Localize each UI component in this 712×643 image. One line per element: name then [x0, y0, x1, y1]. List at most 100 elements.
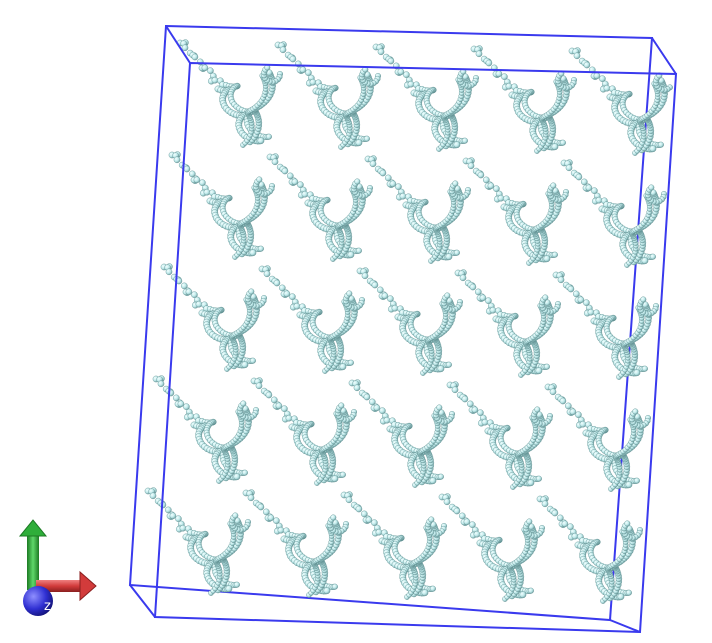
atom	[557, 276, 565, 284]
atom	[346, 290, 353, 297]
atom	[542, 294, 549, 301]
atom	[603, 84, 611, 92]
atom	[526, 518, 533, 525]
atom	[485, 59, 493, 67]
atom	[361, 272, 369, 280]
atom	[617, 593, 625, 601]
molecule	[258, 265, 366, 374]
atom	[461, 395, 469, 403]
molecule-lattice	[144, 39, 673, 604]
atom	[179, 524, 187, 532]
atom	[461, 137, 468, 144]
atom	[248, 288, 255, 295]
atom	[495, 70, 503, 78]
atom	[203, 188, 211, 196]
atom	[247, 494, 255, 502]
atom	[195, 300, 203, 308]
atom	[477, 171, 485, 179]
atom	[391, 304, 399, 312]
atom	[339, 363, 347, 371]
atom	[377, 48, 385, 56]
atom	[207, 67, 214, 74]
atom	[559, 397, 567, 405]
atom	[265, 133, 272, 140]
atom	[534, 406, 541, 413]
atom	[407, 80, 415, 88]
atom	[551, 143, 559, 151]
atom	[473, 530, 481, 538]
atom	[193, 176, 201, 184]
atom	[641, 257, 649, 265]
atom	[583, 61, 591, 69]
atom	[399, 192, 407, 200]
atom	[565, 164, 573, 172]
molecule	[348, 379, 456, 488]
molecule	[454, 269, 562, 378]
atom	[169, 512, 177, 520]
atom	[599, 75, 606, 82]
atom	[369, 160, 377, 168]
atom	[579, 420, 587, 428]
atom	[551, 509, 559, 517]
atom	[249, 357, 256, 364]
atom	[267, 514, 275, 522]
atom	[648, 184, 655, 191]
atom	[281, 167, 289, 175]
atom	[297, 181, 304, 188]
atom	[403, 71, 410, 78]
atom	[381, 292, 389, 300]
atom	[453, 249, 460, 256]
atom	[471, 406, 479, 414]
atom	[397, 68, 405, 76]
atom	[559, 139, 566, 146]
atom	[641, 365, 648, 372]
molecule	[552, 271, 660, 380]
atom	[257, 245, 264, 252]
atom	[365, 516, 373, 524]
atom	[283, 290, 291, 298]
molecule	[544, 383, 652, 492]
atom	[625, 481, 633, 489]
atom	[305, 69, 312, 76]
atom	[232, 512, 239, 519]
atom	[577, 296, 585, 304]
atom	[256, 176, 263, 183]
atom	[285, 414, 293, 422]
atom	[173, 156, 181, 164]
atom	[551, 251, 558, 258]
atom	[355, 505, 363, 513]
atom	[624, 520, 631, 527]
atom	[275, 402, 283, 410]
atom	[347, 359, 354, 366]
atom	[587, 308, 595, 316]
atom	[527, 587, 534, 594]
atom	[595, 196, 603, 204]
atom	[183, 165, 191, 173]
atom	[233, 581, 240, 588]
atom	[389, 180, 397, 188]
atom	[181, 44, 189, 52]
atom	[429, 477, 437, 485]
atom	[649, 145, 657, 153]
atom	[489, 306, 497, 314]
atom	[469, 283, 477, 291]
molecule	[568, 47, 673, 156]
z-axis-label: z	[44, 599, 51, 614]
atom	[640, 296, 647, 303]
atom	[157, 380, 165, 388]
atom	[383, 416, 391, 424]
atom	[331, 583, 338, 590]
atom	[309, 78, 317, 86]
molecule	[438, 493, 546, 602]
atom	[445, 361, 452, 368]
y-axis-arrow	[18, 519, 48, 590]
atom	[593, 72, 601, 80]
molecule	[560, 159, 668, 268]
atom	[567, 285, 575, 293]
atom	[384, 174, 392, 182]
atom	[188, 170, 196, 178]
atom	[373, 404, 381, 412]
atom	[265, 391, 273, 399]
